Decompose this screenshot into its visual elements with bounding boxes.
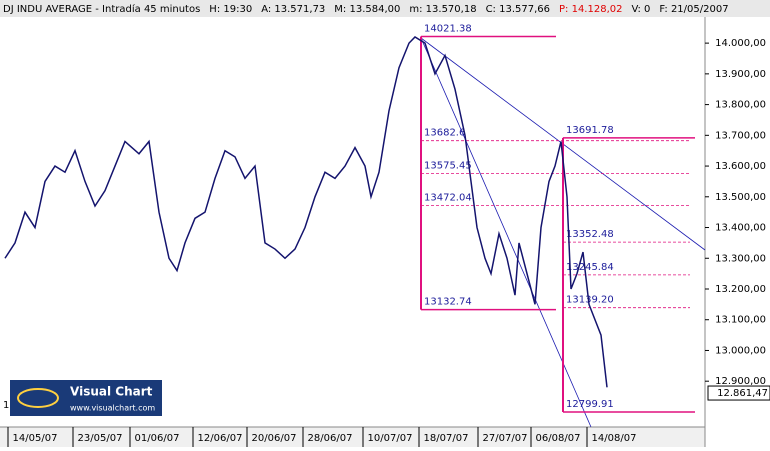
x-tick-label: 10/07/07 <box>368 433 413 444</box>
y-tick-label: 13.400,00 <box>715 223 766 234</box>
y-tick-label: 13.900,00 <box>715 69 766 80</box>
logo-url: www.visualchart.com <box>70 404 155 413</box>
x-tick-label: 20/06/07 <box>252 433 297 444</box>
y-tick-label: 13.100,00 <box>715 315 766 326</box>
logo-title: Visual Chart <box>70 385 153 399</box>
fib-label: 13575.45 <box>424 161 472 172</box>
fib-label: 14021.38 <box>424 24 472 35</box>
header-field: V: 0 <box>631 4 650 15</box>
header-field: M: 13.584,00 <box>334 4 400 15</box>
header-field: A: 13.571,73 <box>261 4 325 15</box>
x-tick-label: 27/07/07 <box>483 433 528 444</box>
y-tick-label: 12.900,00 <box>715 376 766 387</box>
y-tick-label: 13.000,00 <box>715 345 766 356</box>
x-axis-strip <box>0 427 705 447</box>
last-price-box <box>707 385 770 401</box>
x-tick-label: 14/08/07 <box>592 433 637 444</box>
logo-icon <box>17 388 59 408</box>
logo: Visual Chart www.visualchart.com <box>10 380 162 416</box>
y-tick-label: 13.200,00 <box>715 284 766 295</box>
logo-box <box>10 380 162 416</box>
fib-label: 13352.48 <box>566 229 614 240</box>
header-field: P: 14.128,02 <box>559 4 622 15</box>
x-tick-label: 23/05/07 <box>78 433 123 444</box>
last-price-label: 12.861,47 <box>717 388 768 399</box>
x-tick-label: 12/06/07 <box>198 433 243 444</box>
x-tick-label: 01/06/07 <box>135 433 180 444</box>
header-field: F: 21/05/2007 <box>659 4 728 15</box>
header-field: m: 13.570,18 <box>409 4 476 15</box>
header-bar <box>0 0 770 17</box>
fib-label: 12799.91 <box>566 399 614 410</box>
fib-label: 13245.84 <box>566 262 614 273</box>
fib-label: 13682.6 <box>424 128 465 139</box>
fib-label: 13472.04 <box>424 192 472 203</box>
price-line <box>4 36 608 388</box>
y-tick-label: 13.800,00 <box>715 100 766 111</box>
axis-fragment: 1 <box>3 400 9 411</box>
y-tick-label: 14.000,00 <box>715 38 766 49</box>
x-tick-label: 28/06/07 <box>308 433 353 444</box>
y-tick-label: 13.500,00 <box>715 192 766 203</box>
fib-label: 13691.78 <box>566 125 614 136</box>
x-tick-label: 18/07/07 <box>424 433 469 444</box>
y-tick-label: 13.600,00 <box>715 161 766 172</box>
fib-label: 13132.74 <box>424 297 472 308</box>
header-field: C: 13.577,66 <box>486 4 550 15</box>
y-tick-label: 13.300,00 <box>715 253 766 264</box>
x-tick-label: 14/05/07 <box>13 433 58 444</box>
y-tick-label: 13.700,00 <box>715 130 766 141</box>
header-field: DJ INDU AVERAGE - Intradía 45 minutos <box>3 3 200 15</box>
header-field: H: 19:30 <box>209 4 252 15</box>
x-tick-label: 06/08/07 <box>536 433 581 444</box>
fib-label: 13139.20 <box>566 295 614 306</box>
